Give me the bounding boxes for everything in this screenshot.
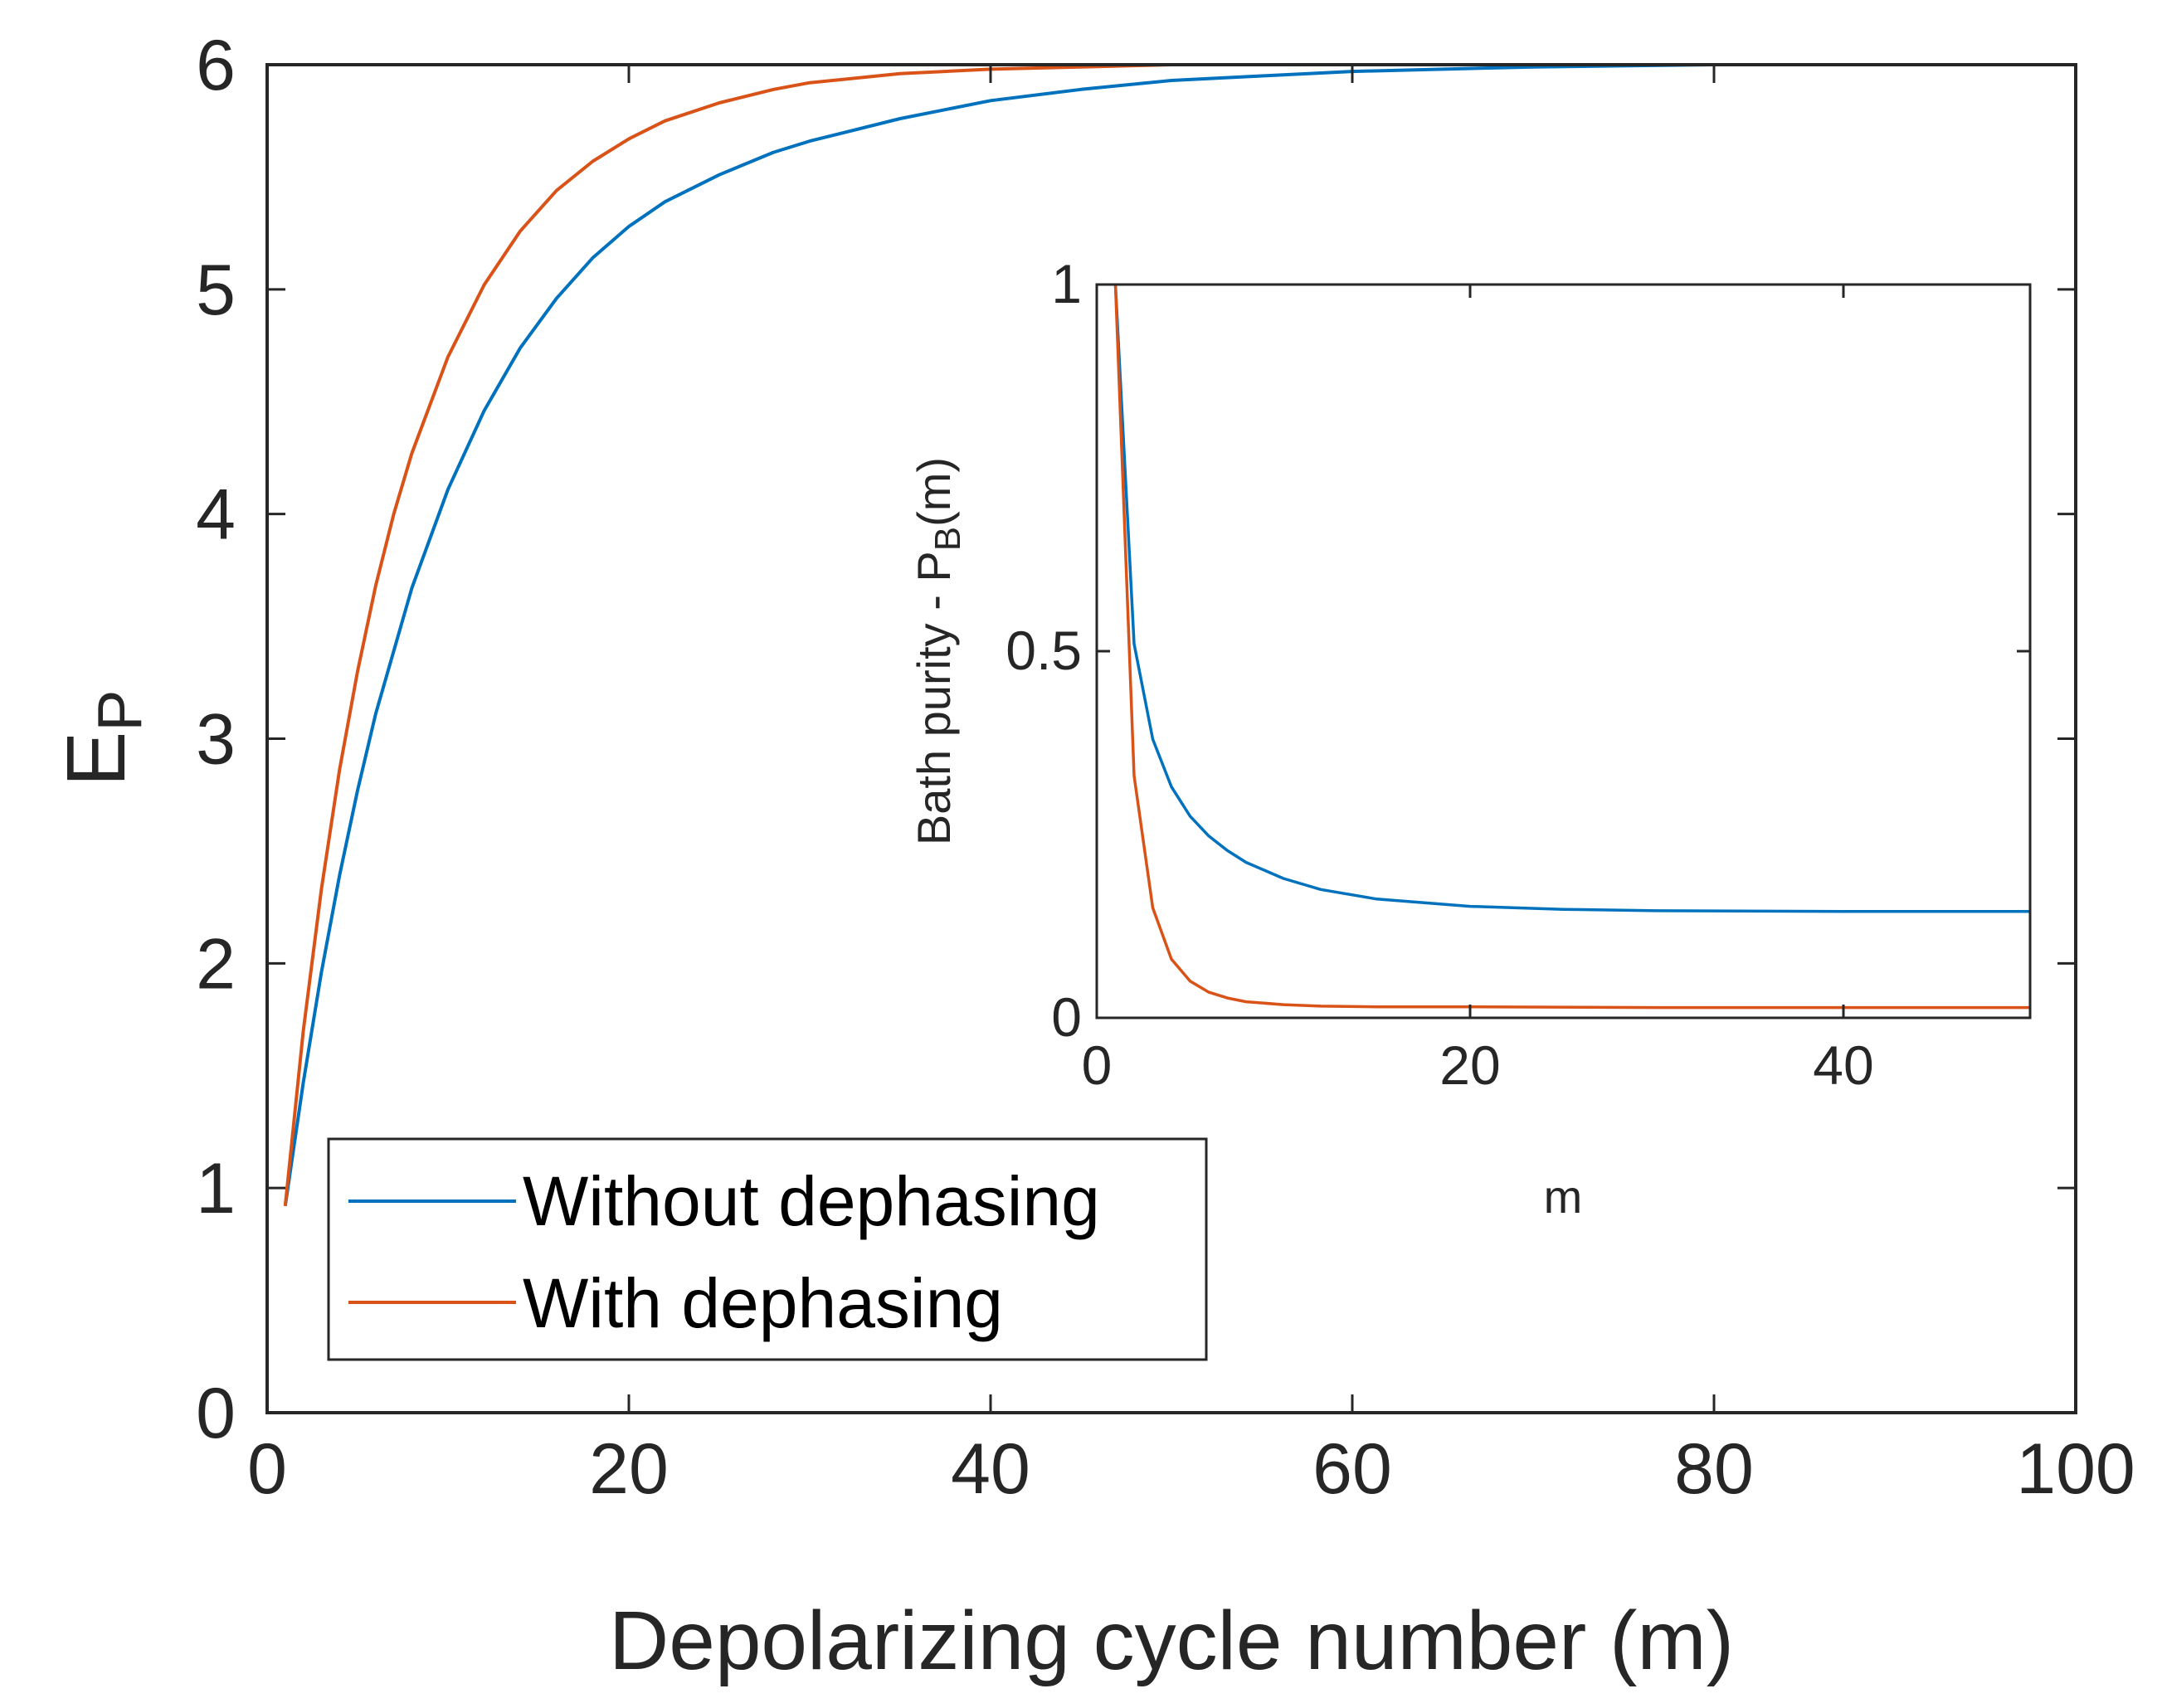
inset-series-layer	[1113, 284, 2030, 1010]
main-y-tick-label: 0	[196, 1374, 236, 1453]
inset-x-tick-label: 40	[1813, 1034, 1873, 1096]
inset-y-tick-label: 1	[1051, 253, 1082, 314]
main-y-tick-label: 1	[196, 1149, 236, 1229]
main-y-tick-label: 4	[196, 475, 236, 555]
legend-label-without-dephasing: Without dephasing	[523, 1162, 1100, 1240]
inset-y-axis-title-tail: (m)	[908, 457, 960, 527]
legend-box	[327, 1137, 1208, 1361]
main-x-axis-title: Depolarizing cycle number (m)	[609, 1594, 1734, 1687]
inset-ticks-layer: 0 20 40 0 0.5 1	[1006, 253, 2030, 1096]
main-x-tick-label: 60	[1312, 1429, 1392, 1509]
main-x-tick-label: 20	[589, 1429, 669, 1509]
inset-x-tick-label: 20	[1439, 1034, 1500, 1096]
main-y-tick-label: 5	[196, 251, 236, 330]
inset-background	[1097, 285, 2030, 1018]
main-series-without-dephasing	[283, 63, 2076, 1207]
main-x-tick-label: 80	[1674, 1429, 1754, 1509]
inset-y-axis-title-subscript: B	[928, 527, 968, 551]
inset-y-tick-label: 0	[1051, 986, 1082, 1048]
main-x-tick-label: 100	[2016, 1429, 2135, 1509]
inset-y-axis-title: Bath purity - PB(m)	[908, 457, 968, 845]
inset-plot: 0 20 40 0 0.5 1 m Bath purity - PB(m)	[908, 253, 2032, 1223]
main-x-tick-label: 0	[247, 1429, 287, 1509]
legend-label-with-dephasing: With dephasing	[523, 1264, 1003, 1342]
main-y-axis-title-letter: E	[50, 732, 143, 787]
inset-x-tick-label: 0	[1082, 1034, 1113, 1096]
main-y-tick-label: 6	[196, 26, 236, 105]
main-series-layer	[283, 63, 2076, 1207]
main-y-axis-title: EP	[50, 690, 154, 787]
main-series-with-dephasing	[283, 63, 2076, 1207]
inset-y-axis-title-text: Bath purity - P	[908, 551, 960, 845]
main-y-tick-label: 3	[196, 700, 236, 780]
inset-x-axis-title: m	[1544, 1170, 1583, 1223]
inset-y-tick-label: 0.5	[1006, 620, 1082, 681]
main-x-tick-label: 40	[951, 1429, 1030, 1509]
main-y-axis-title-subscript: P	[85, 690, 154, 732]
legend: Without dephasing With dephasing	[327, 1137, 1208, 1361]
main-y-tick-label: 2	[196, 924, 236, 1004]
inset-series-with-dephasing	[1113, 284, 2030, 1010]
inset-series-without-dephasing	[1113, 284, 2030, 913]
